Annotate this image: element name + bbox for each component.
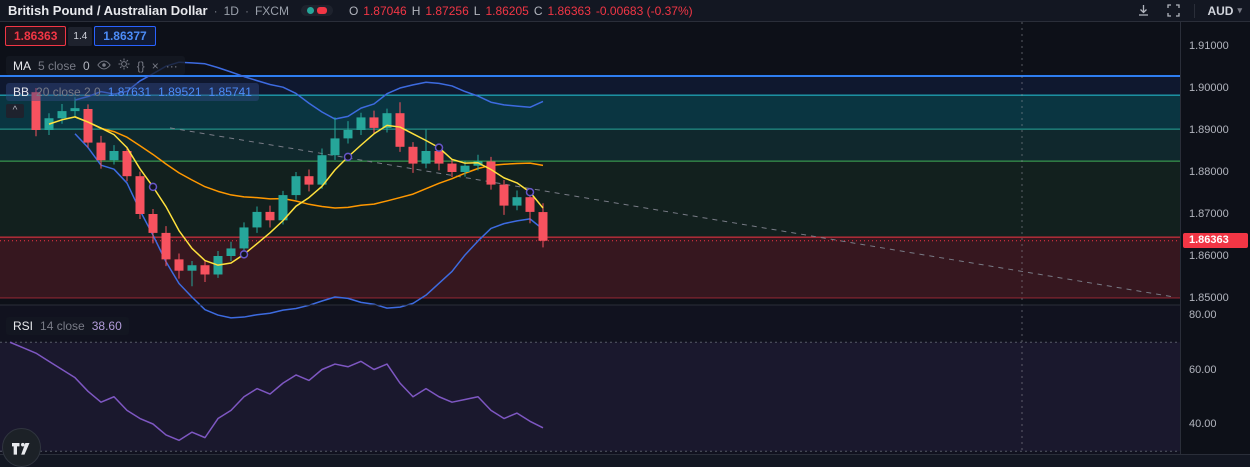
indicator-name: MA xyxy=(13,58,31,73)
status-dot-red-icon xyxy=(316,7,327,14)
ohlc-readout: O 1.87046 H 1.87256 L 1.86205 C 1.86363 … xyxy=(349,4,693,18)
status-dot-teal-icon xyxy=(306,7,314,14)
bb-basis-value: 1.87631 xyxy=(107,85,152,99)
more-options-icon[interactable]: ··· xyxy=(165,58,178,73)
axis-label: 80.00 xyxy=(1189,309,1217,321)
indicator-value: 0 xyxy=(83,58,90,73)
download-icon[interactable] xyxy=(1134,2,1152,20)
axis-label: 1.89000 xyxy=(1189,124,1229,136)
sell-button[interactable]: 1.86363 xyxy=(5,26,67,46)
remove-indicator-icon[interactable]: × xyxy=(151,58,159,73)
source-code-icon[interactable]: {} xyxy=(136,58,145,73)
axis-label: 1.86000 xyxy=(1189,250,1229,262)
open-value: 1.87046 xyxy=(363,3,407,18)
price-axis[interactable]: 1.91000 1.90000 1.89000 1.88000 1.87000 1.860… xyxy=(1180,22,1250,455)
high-value: 1.87256 xyxy=(425,3,469,18)
axis-label: 1.88000 xyxy=(1189,166,1229,178)
chevron-down-icon: ▾ xyxy=(1237,5,1242,15)
indicator-name: BB xyxy=(13,85,30,99)
symbol-title: British Pound / Australian Dollar xyxy=(8,3,208,18)
axis-label: 1.91000 xyxy=(1189,40,1229,52)
close-label: C xyxy=(533,3,543,18)
axis-label: 1.90000 xyxy=(1189,82,1229,94)
indicator-legend-rsi[interactable]: RSI 14 close 38.60 xyxy=(6,317,129,335)
buy-button[interactable]: 1.86377 xyxy=(94,26,156,46)
indicator-params: 14 close xyxy=(40,319,85,333)
exchange-label: FXCM xyxy=(254,3,289,18)
divider xyxy=(1194,3,1196,18)
separator-dot: · xyxy=(213,3,218,18)
chart-canvas[interactable] xyxy=(0,22,1180,455)
symbol-button[interactable]: British Pound / Australian Dollar · 1D ·… xyxy=(8,3,289,18)
last-price-badge: 1.86363 xyxy=(1183,232,1248,248)
visibility-icon[interactable] xyxy=(97,59,111,73)
separator-dot: · xyxy=(244,3,249,18)
indicator-name: RSI xyxy=(13,319,34,333)
axis-label: 1.85000 xyxy=(1189,292,1229,304)
fullscreen-icon[interactable] xyxy=(1164,2,1182,20)
axis-label: 60.00 xyxy=(1189,363,1217,376)
low-value: 1.86205 xyxy=(485,3,529,18)
spread-value: 1.4 xyxy=(68,26,93,46)
chart-topbar: British Pound / Australian Dollar · 1D ·… xyxy=(0,0,1250,22)
high-label: H xyxy=(411,3,421,18)
tradingview-logo[interactable] xyxy=(2,428,41,467)
low-label: L xyxy=(473,3,481,18)
settings-gear-icon[interactable] xyxy=(118,58,130,73)
time-axis[interactable] xyxy=(0,454,1250,467)
bb-lower-value: 1.85741 xyxy=(208,85,252,99)
bb-upper-value: 1.89521 xyxy=(158,85,202,99)
topbar-right-cluster: AUD ▾ xyxy=(1134,2,1242,20)
change-value: -0.00683 (-0.37%) xyxy=(595,3,693,18)
legend-actions: {} × ··· xyxy=(97,58,178,73)
order-panel: 1.86363 1.4 1.86377 xyxy=(5,26,156,46)
indicator-params: 5 close xyxy=(38,58,77,73)
currency-selector[interactable]: AUD ▾ xyxy=(1207,4,1242,18)
indicator-params: 20 close 2 0 xyxy=(36,85,101,99)
indicator-legend-ma[interactable]: MA 5 close 0 {} × ··· xyxy=(6,56,185,75)
indicator-legend-bb[interactable]: BB 20 close 2 0 1.87631 1.89521 1.85741 xyxy=(6,83,259,101)
open-label: O xyxy=(348,3,359,18)
collapse-indicators-button[interactable]: ^ xyxy=(6,104,24,118)
indicator-value: 38.60 xyxy=(91,319,122,333)
market-status-indicator[interactable] xyxy=(300,5,333,16)
close-value: 1.86363 xyxy=(547,3,591,18)
currency-label: AUD xyxy=(1207,3,1234,18)
axis-label: 1.87000 xyxy=(1189,208,1229,220)
axis-label: 40.00 xyxy=(1189,418,1217,430)
interval-label: 1D xyxy=(223,3,239,18)
